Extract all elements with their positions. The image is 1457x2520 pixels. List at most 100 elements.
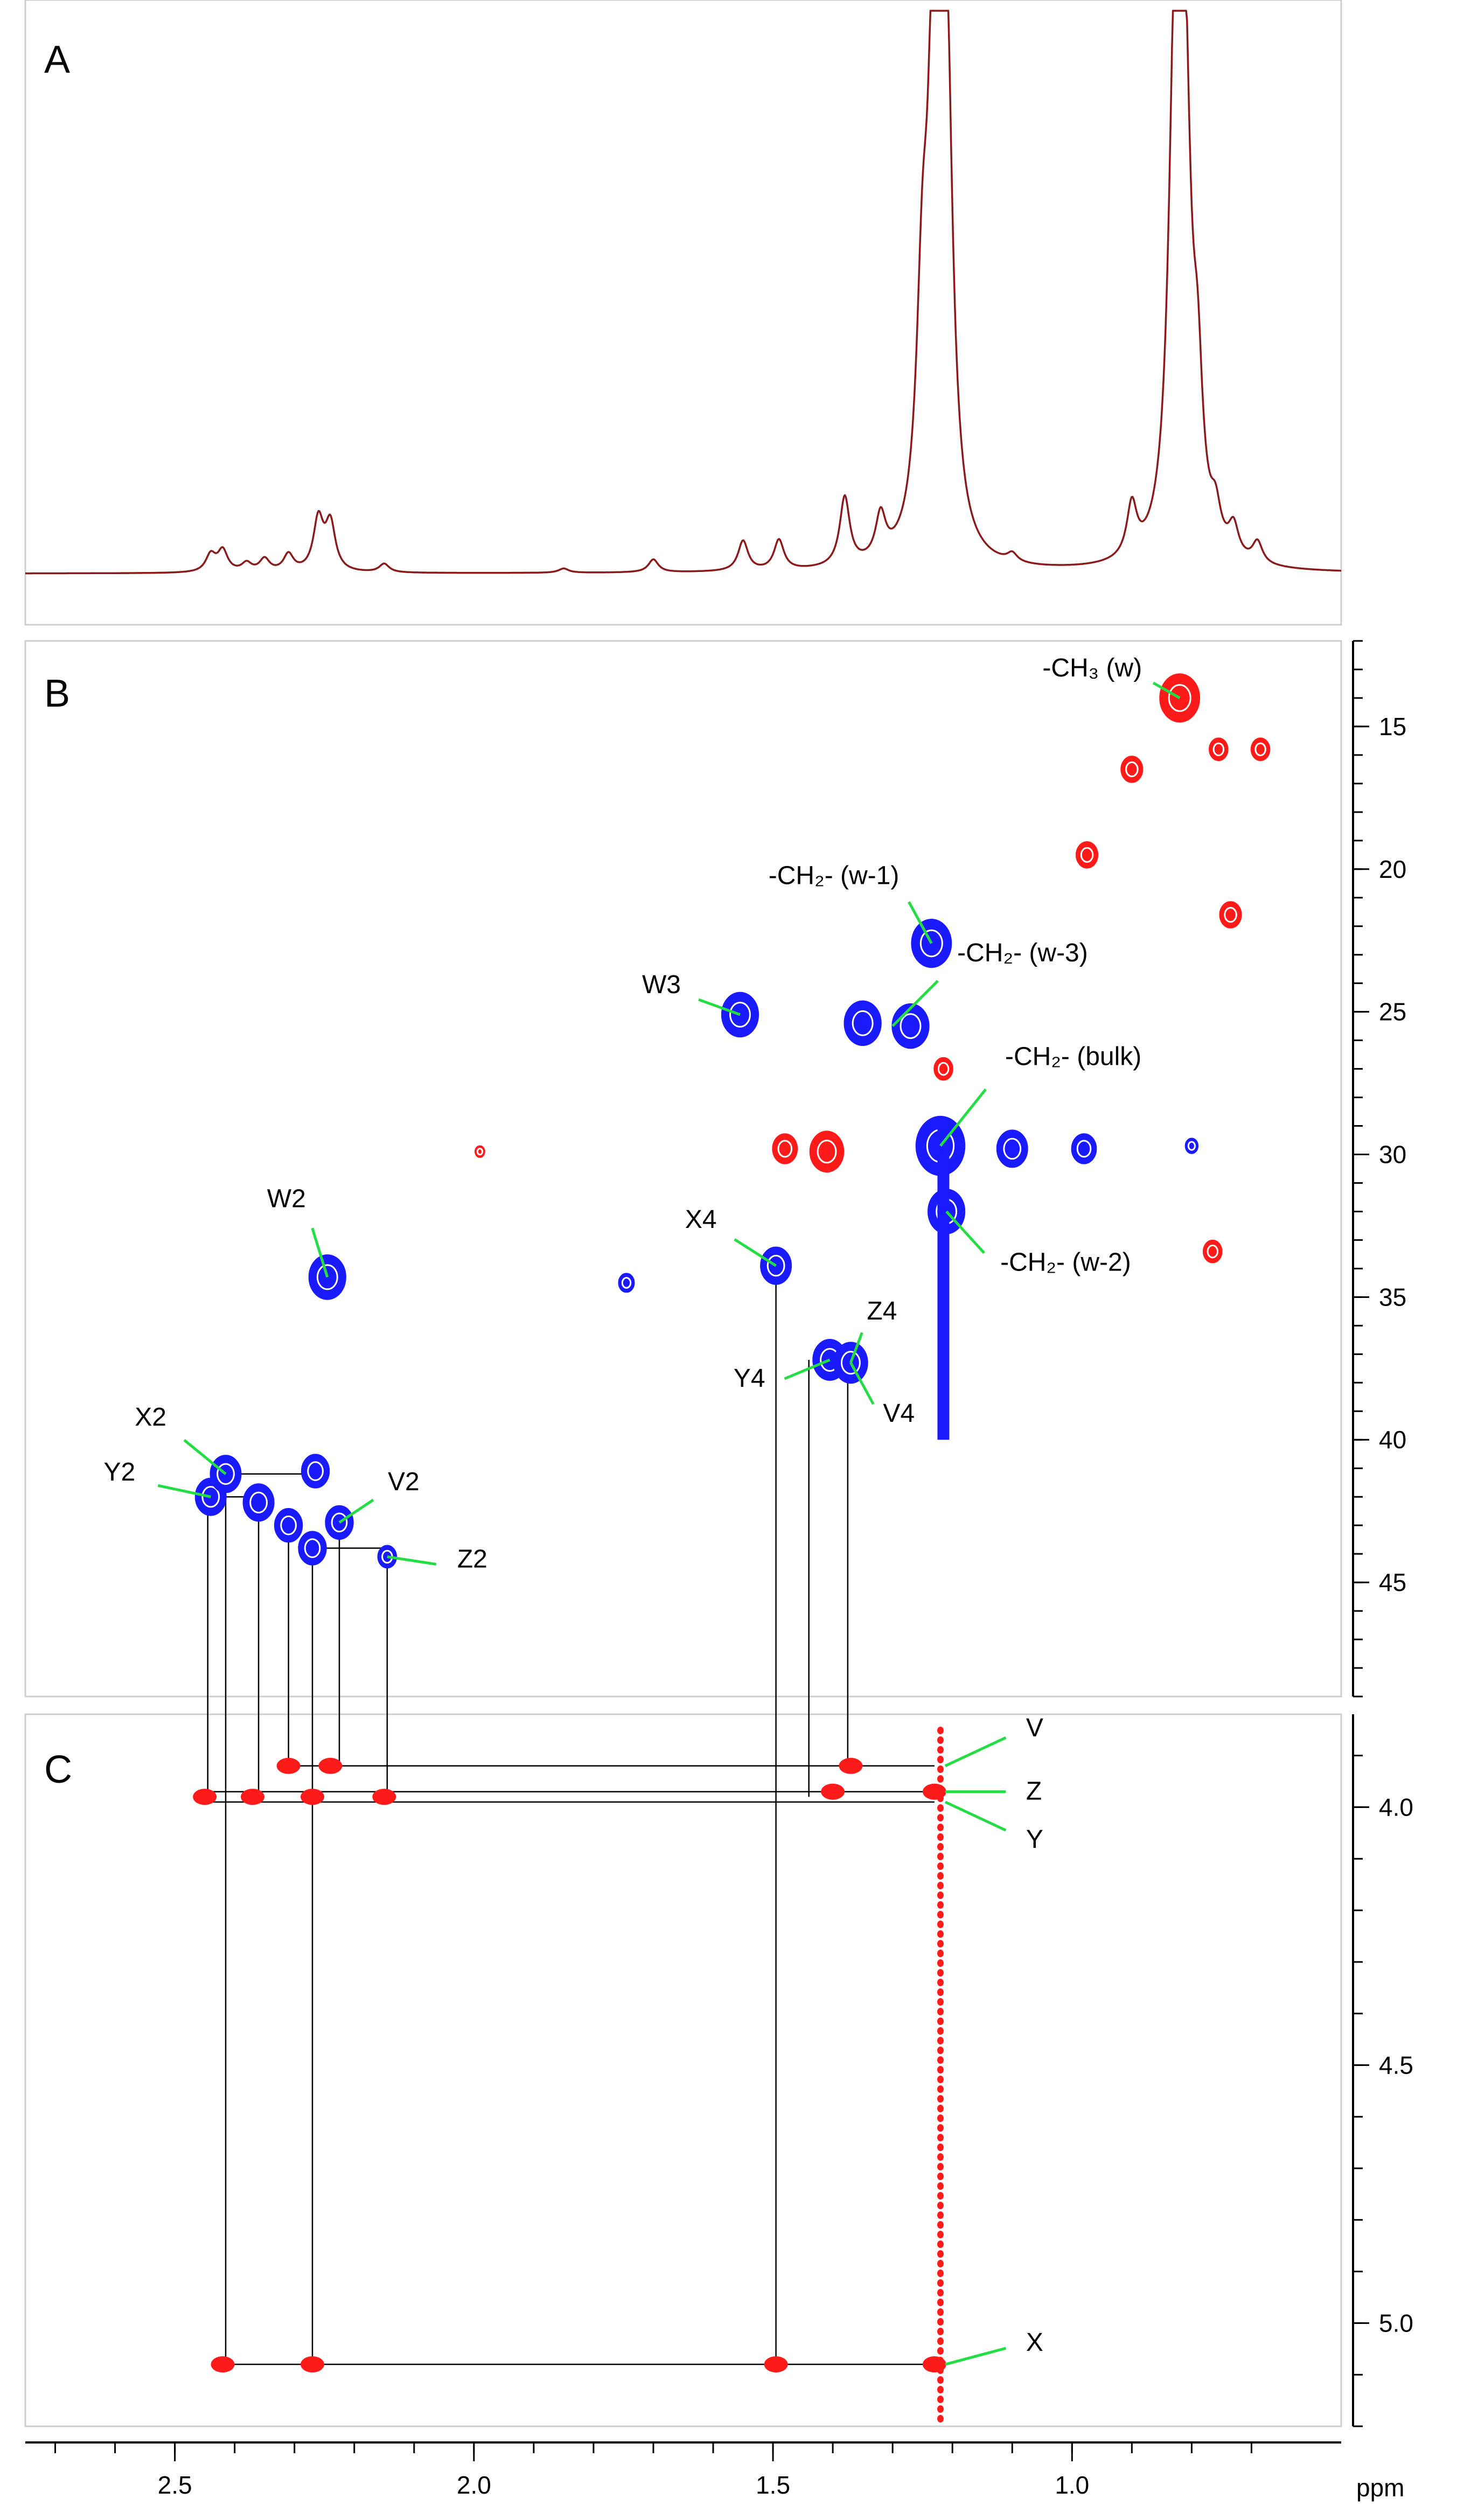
hsqc-peak-contour (304, 1538, 321, 1558)
hsqc-peak-body (809, 1130, 845, 1173)
artifact-dot (937, 1959, 944, 1967)
hsqc-peak-contour (1207, 1244, 1218, 1259)
hsqc-peak-29 (772, 1133, 798, 1164)
hsqc-peak-body (242, 1483, 275, 1522)
hsqc-peak-contour (1224, 906, 1237, 923)
artifact-dot (937, 1736, 944, 1744)
artifact-dot (937, 2173, 944, 2180)
hsqc-peak-27 (1219, 901, 1242, 929)
hsqc-peak-contour (1187, 1141, 1196, 1151)
artifact-dot (937, 2386, 944, 2393)
artifact-dot (937, 2250, 944, 2258)
artifact-dot (937, 2085, 944, 2093)
hsqc-peak-body (996, 1129, 1028, 1168)
annotation-7: X4 (685, 1205, 717, 1234)
panel-b-frame (24, 640, 1342, 1698)
artifact-dot (937, 2182, 944, 2190)
hsqc-peak-body (1250, 737, 1271, 762)
cosy-peak-4 (276, 1757, 301, 1774)
artifact-dot (937, 2260, 944, 2267)
hsqc-peak-body (298, 1531, 327, 1566)
annotation-4: -CH₂- (w-2) (1000, 1248, 1131, 1276)
hsqc-tick-label: 15 (1379, 713, 1406, 741)
hsqc-peak-body (1159, 673, 1201, 723)
artifact-dot (937, 1775, 944, 1783)
cosy-tick-label: 4.5 (1379, 2051, 1413, 2079)
leader-12 (157, 1484, 211, 1498)
x-tick-label: 2.0 (457, 2471, 491, 2499)
artifact-dot (937, 1804, 944, 1812)
hsqc-peak-28 (933, 1057, 953, 1081)
x-tick-label: 1.5 (756, 2471, 790, 2499)
artifact-dot (937, 2415, 944, 2423)
artifact-dot (937, 1979, 944, 1986)
artifact-dot (937, 2066, 944, 2074)
hsqc-tick-label: 25 (1379, 998, 1406, 1026)
artifact-dot (937, 1814, 944, 1821)
hsqc-peak-contour (307, 1461, 324, 1481)
artifact-dot (937, 2144, 944, 2151)
leader-3 (939, 1088, 987, 1147)
artifact-dot (937, 2105, 944, 2112)
leader-8 (849, 1332, 863, 1364)
panel-a-spectrum (25, 10, 1342, 575)
leader-c-0 (944, 1736, 1007, 1768)
hsqc-peak-contour (729, 1002, 751, 1028)
peak-annotations: -CH₃ (w) -CH₂- (w-1) -CH₂- (w-3) -CH₂- (bul… (104, 654, 1181, 2366)
hsqc-peak-body (274, 1508, 303, 1543)
artifact-dot (937, 2376, 944, 2384)
annotation-5: W3 (642, 971, 681, 999)
hsqc-peak-23 (1120, 756, 1144, 783)
artifact-dot (937, 2047, 944, 2054)
artifact-dot (937, 2318, 944, 2326)
artifact-dot (937, 1940, 944, 1947)
cosy-peak-3 (372, 1789, 396, 1805)
artifact-dot (937, 1756, 944, 1763)
hsqc-peak-contour (1076, 1140, 1092, 1158)
hsqc-peak-contour (1125, 761, 1139, 777)
hsqc-peak-contour (937, 1062, 950, 1076)
artifact-dot (937, 1727, 944, 1734)
cosy-peak-9 (211, 2356, 235, 2373)
bulk-ch2-band (937, 1126, 950, 1440)
hsqc-peak-contour (852, 1010, 874, 1036)
annotation-10: V4 (883, 1399, 915, 1428)
artifact-dot (937, 2114, 944, 2122)
x-axis-unit: ppm (1356, 2474, 1404, 2502)
artifact-dot (937, 1872, 944, 1880)
hsqc-peak-body (1209, 737, 1229, 762)
cosy-peak-11 (764, 2356, 788, 2373)
artifact-dot (937, 1911, 944, 1918)
artifact-dot (937, 1843, 944, 1851)
hsqc-tick-label: 30 (1379, 1141, 1406, 1169)
hsqc-tick-label: 20 (1379, 855, 1406, 883)
hsqc-peak-contour (919, 929, 943, 958)
artifact-dot (937, 1969, 944, 1977)
hsqc-peak-contour (331, 1512, 348, 1533)
annotation-1: -CH₂- (w-1) (769, 862, 900, 890)
spectrum-trace (25, 10, 1342, 575)
hsqc-peak-contour (1080, 847, 1094, 863)
artifact-dot (937, 1862, 944, 1870)
hsqc-peak-contour (1003, 1137, 1022, 1160)
hsqc-peak-17 (274, 1508, 303, 1543)
leader-2 (891, 980, 939, 1027)
hsqc-peak-body (911, 918, 952, 968)
artifact-dot (937, 2405, 944, 2413)
artifact-dot (937, 1930, 944, 1938)
annotation-c-3: X (1026, 2328, 1043, 2357)
hsqc-peak-8 (891, 1003, 930, 1049)
artifact-dot (937, 2347, 944, 2355)
cosy-peak-1 (240, 1789, 264, 1805)
leader-c-3 (945, 2347, 1007, 2366)
hsqc-peak-body (1075, 841, 1099, 869)
hsqc-peak-contour (280, 1515, 297, 1535)
artifact-dot (937, 1833, 944, 1841)
artifact-dot (937, 2202, 944, 2209)
hsqc-peak-contour (840, 1351, 861, 1375)
hsqc-peak-body (1184, 1137, 1199, 1154)
hsqc-peak-contour (1212, 742, 1225, 757)
artifact-dot (937, 1746, 944, 1754)
hsqc-peak-10 (996, 1129, 1028, 1168)
